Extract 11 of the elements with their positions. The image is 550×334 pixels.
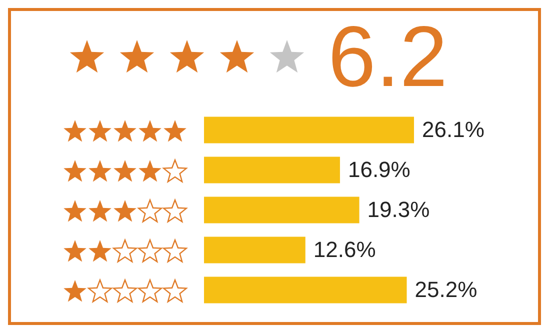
bar — [204, 116, 414, 144]
data-label: 26.1% — [422, 117, 484, 142]
bar — [204, 276, 407, 304]
bar — [204, 156, 340, 184]
data-label: 19.3% — [367, 197, 430, 222]
data-label: 12.6% — [313, 237, 376, 262]
data-label: 16.9% — [348, 157, 410, 182]
data-label: 25.2% — [414, 277, 478, 302]
bar — [204, 196, 360, 224]
bar — [204, 236, 306, 264]
chart-title: 6.2 — [328, 9, 448, 105]
